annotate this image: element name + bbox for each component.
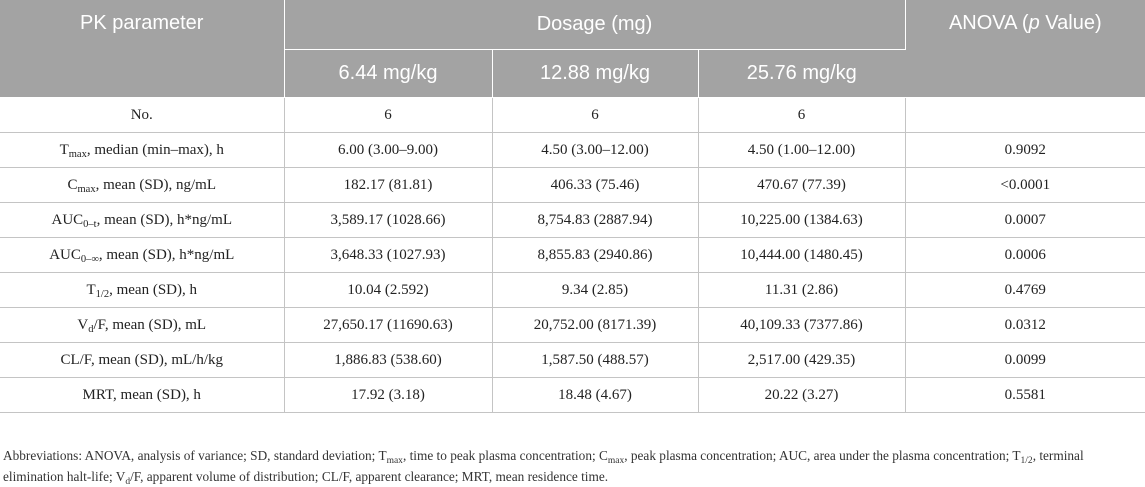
cell-dose-6-44: 182.17 (81.81) <box>283 167 493 203</box>
cell-parameter: MRT, mean (SD), h <box>0 377 285 413</box>
header-dose-12-88: 12.88 mg/kg <box>492 49 699 98</box>
cell-dose-12-88: 18.48 (4.67) <box>491 377 699 413</box>
cell-dose-6-44: 1,886.83 (538.60) <box>283 342 493 378</box>
table-row: AUC0–t, mean (SD), h*ng/mL 3,589.17 (1028… <box>0 202 1145 238</box>
cell-anova-p-value: 0.5581 <box>904 377 1145 413</box>
cell-dose-6-44: 17.92 (3.18) <box>283 377 493 413</box>
cell-dose-6-44: 6.00 (3.00–9.00) <box>283 132 493 168</box>
cell-anova-p-value: 0.0006 <box>904 237 1145 273</box>
cell-anova-p-value: <0.0001 <box>904 167 1145 203</box>
cell-dose-25-76: 6 <box>697 97 906 133</box>
header-anova-prefix: ANOVA ( <box>948 12 1029 34</box>
cell-dose-6-44: 3,648.33 (1027.93) <box>283 237 493 273</box>
cell-dose-25-76: 11.31 (2.86) <box>697 272 906 308</box>
cell-anova-p-value: 0.0099 <box>904 342 1145 378</box>
pk-parameter-table: PK parameter Dosage (mg) ANOVA (p Value)… <box>0 0 1145 413</box>
cell-parameter: Cmax, mean (SD), ng/mL <box>0 167 285 203</box>
table-row: Vd/F, mean (SD), mL 27,650.17 (11690.63) 2… <box>0 307 1145 343</box>
cell-dose-12-88: 9.34 (2.85) <box>491 272 699 308</box>
cell-anova-p-value: 0.9092 <box>904 132 1145 168</box>
cell-dose-25-76: 10,225.00 (1384.63) <box>697 202 906 238</box>
cell-dose-12-88: 4.50 (3.00–12.00) <box>491 132 699 168</box>
cell-dose-6-44: 6 <box>283 97 493 133</box>
cell-dose-25-76: 20.22 (3.27) <box>697 377 906 413</box>
cell-dose-25-76: 470.67 (77.39) <box>697 167 906 203</box>
cell-dose-12-88: 20,752.00 (8171.39) <box>491 307 699 343</box>
cell-dose-12-88: 1,587.50 (488.57) <box>491 342 699 378</box>
header-dose-6-44: 6.44 mg/kg <box>284 49 493 98</box>
cell-dose-25-76: 10,444.00 (1480.45) <box>697 237 906 273</box>
cell-parameter: No. <box>0 97 285 133</box>
table-row: CL/F, mean (SD), mL/h/kg 1,886.83 (538.60… <box>0 342 1145 378</box>
cell-dose-12-88: 6 <box>491 97 699 133</box>
cell-parameter: Vd/F, mean (SD), mL <box>0 307 285 343</box>
cell-parameter: CL/F, mean (SD), mL/h/kg <box>0 342 285 378</box>
cell-anova-p-value <box>904 97 1145 133</box>
table-row: AUC0–∞, mean (SD), h*ng/mL 3,648.33 (1027… <box>0 237 1145 273</box>
table-row: T1/2, mean (SD), h 10.04 (2.592) 9.34 (2.8… <box>0 272 1145 308</box>
cell-parameter: T1/2, mean (SD), h <box>0 272 285 308</box>
cell-dose-6-44: 10.04 (2.592) <box>283 272 493 308</box>
cell-dose-25-76: 40,109.33 (7377.86) <box>697 307 906 343</box>
cell-dose-6-44: 27,650.17 (11690.63) <box>283 307 493 343</box>
cell-dose-25-76: 4.50 (1.00–12.00) <box>697 132 906 168</box>
cell-parameter: AUC0–t, mean (SD), h*ng/mL <box>0 202 285 238</box>
header-row-2: 6.44 mg/kg 12.88 mg/kg 25.76 mg/kg <box>0 49 1145 98</box>
header-dose-25-76: 25.76 mg/kg <box>698 49 906 98</box>
table-row: Tmax, median (min–max), h 6.00 (3.00–9.00… <box>0 132 1145 168</box>
header-row-1: PK parameter Dosage (mg) ANOVA (p Value) <box>0 0 1145 98</box>
cell-dose-12-88: 406.33 (75.46) <box>491 167 699 203</box>
cell-dose-6-44: 3,589.17 (1028.66) <box>283 202 493 238</box>
cell-dose-25-76: 2,517.00 (429.35) <box>697 342 906 378</box>
cell-dose-12-88: 8,754.83 (2887.94) <box>491 202 699 238</box>
cell-dose-12-88: 8,855.83 (2940.86) <box>491 237 699 273</box>
table-row: Cmax, mean (SD), ng/mL 182.17 (81.81) 406.… <box>0 167 1145 203</box>
header-dosage: Dosage (mg) <box>284 0 906 50</box>
cell-anova-p-value: 0.0312 <box>904 307 1145 343</box>
cell-anova-p-value: 0.4769 <box>904 272 1145 308</box>
cell-anova-p-value: 0.0007 <box>904 202 1145 238</box>
header-pk-parameter: PK parameter <box>0 0 285 98</box>
header-anova: ANOVA (p Value) <box>905 0 1145 98</box>
table-row: MRT, mean (SD), h 17.92 (3.18) 18.48 (4.67… <box>0 377 1145 413</box>
table-row: No. 6 6 6 <box>0 97 1145 133</box>
cell-parameter: AUC0–∞, mean (SD), h*ng/mL <box>0 237 285 273</box>
header-anova-p: p <box>1028 12 1040 34</box>
abbreviations-footnote: Abbreviations: ANOVA, analysis of varian… <box>3 448 1084 487</box>
cell-parameter: Tmax, median (min–max), h <box>0 132 285 168</box>
header-anova-suffix: Value) <box>1039 12 1102 34</box>
table-body: No. 6 6 6 Tmax, median (min–max), h 6.00 (3.0… <box>0 97 1145 413</box>
